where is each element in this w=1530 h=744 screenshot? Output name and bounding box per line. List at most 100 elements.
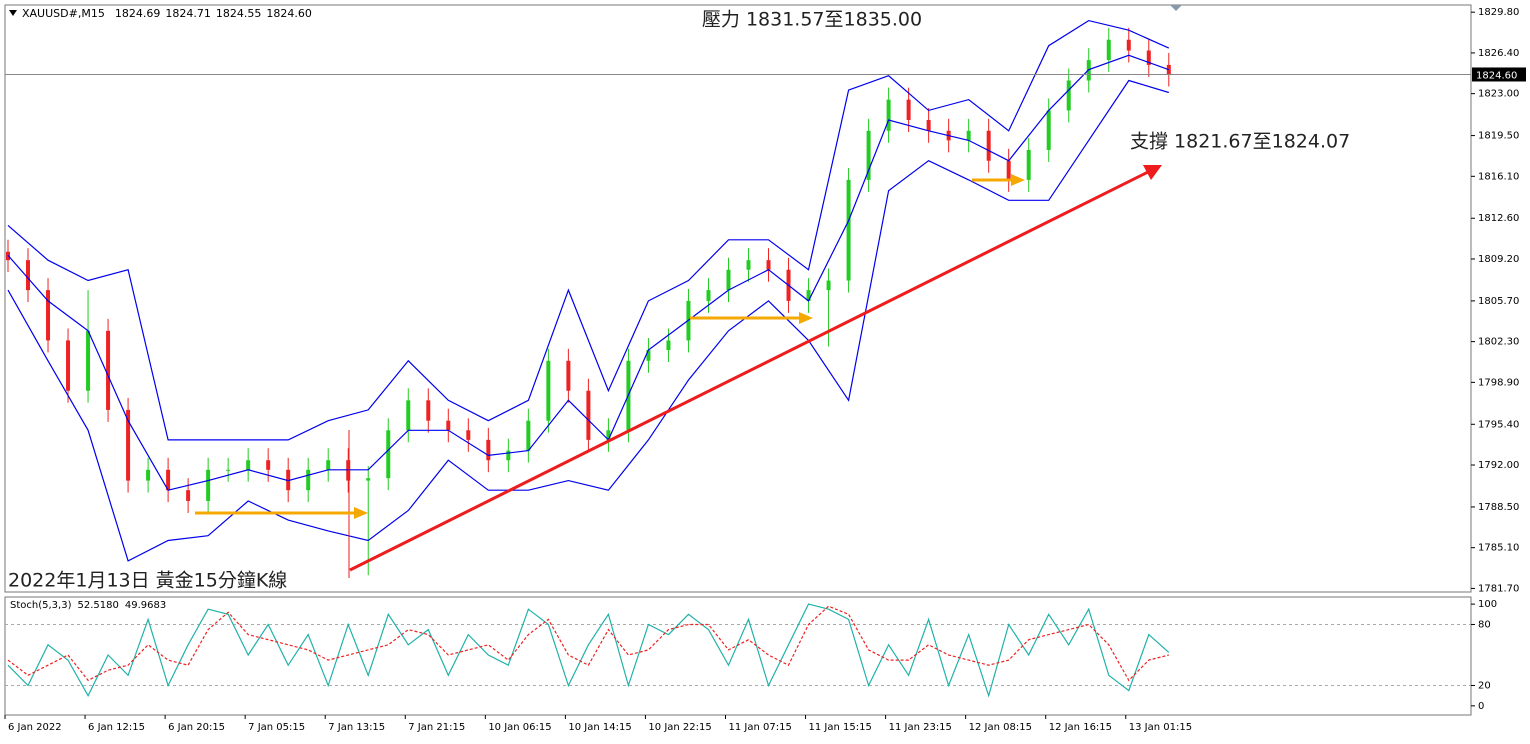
candle-body (446, 420, 451, 431)
candle-body (46, 290, 51, 341)
candle-body (1066, 80, 1071, 111)
candle-body (406, 400, 411, 431)
resistance-annotation: 壓力 1831.57至1835.00 (702, 9, 922, 31)
stoch-title: Stoch(5,3,3) (10, 600, 72, 611)
y-tick-label: 1826.40 (1478, 48, 1519, 59)
candle-body (526, 420, 531, 451)
candle-body (926, 120, 931, 131)
y-tick-label: 100 (1478, 599, 1497, 610)
candle-body (986, 130, 991, 161)
stoch-line (7, 605, 1169, 682)
candle-body (326, 460, 331, 470)
candle-body (606, 430, 611, 440)
candle-body (246, 460, 251, 470)
y-tick-label: 1812.60 (1478, 213, 1519, 224)
y-tick-label: 0 (1478, 701, 1484, 712)
x-tick-label: 7 Jan 21:15 (408, 722, 465, 733)
main-panel-frame (4, 4, 1472, 593)
x-tick-label: 6 Jan 2022 (8, 722, 62, 733)
x-tick-label: 12 Jan 16:15 (1049, 722, 1112, 733)
y-tick-label: 1819.50 (1478, 131, 1519, 142)
candle-body (706, 290, 711, 301)
header: XAUUSD#,M15 1824.69 1824.71 1824.55 1824.60 (22, 7, 312, 20)
candle-body (726, 269, 731, 291)
candle-body (766, 260, 771, 270)
header-icon (9, 10, 17, 16)
candle-body (386, 430, 391, 479)
candle-body (106, 330, 111, 410)
candle-body (866, 130, 871, 180)
x-tick-label: 11 Jan 07:15 (728, 722, 791, 733)
x-tick-label: 13 Jan 01:15 (1129, 722, 1192, 733)
support-annotation: 支撐 1821.67至1824.07 (1130, 131, 1350, 153)
candle-body (1146, 50, 1151, 65)
y-tick-label: 1798.90 (1478, 377, 1519, 388)
marks: 1829.80 1826.40 1823.00 1819.50 1816.10 1812.… (4, 7, 1526, 733)
stoch-value: 52.5180 (77, 600, 118, 611)
current-price-box (1472, 67, 1526, 82)
ohlc-value: 1824.55 (216, 7, 262, 20)
bollinger-band (7, 19, 1170, 441)
candle-body (466, 430, 471, 440)
y-tick-label: 1788.50 (1478, 502, 1519, 513)
candle-body (1106, 39, 1111, 61)
ohlc-value: 1824.69 (115, 7, 161, 20)
x-tick-label: 11 Jan 23:15 (889, 722, 952, 733)
candle-body (666, 340, 671, 351)
bollinger-band (7, 79, 1169, 562)
y-tick-label: 1829.80 (1478, 7, 1519, 18)
candle-body (546, 360, 551, 421)
candle-body (966, 130, 971, 141)
candle-body (146, 469, 151, 481)
candle-body (886, 99, 891, 131)
stoch-panel-frame (4, 596, 1472, 716)
y-tick-label: 1792.00 (1478, 460, 1519, 471)
candle-body (426, 400, 431, 421)
candle-body (166, 469, 171, 491)
candle-body (566, 360, 571, 391)
y-tick-label: 20 (1478, 681, 1491, 692)
y-tick-label: 1809.20 (1478, 254, 1519, 265)
candle-body (486, 439, 491, 461)
candle-body (646, 350, 651, 361)
stoch-value: 49.9683 (125, 600, 166, 611)
candle-body (1126, 39, 1131, 51)
y-tick-label: 80 (1478, 619, 1491, 630)
x-tick-label: 6 Jan 20:15 (168, 722, 225, 733)
chart-shift-marker (1170, 5, 1182, 11)
candle-body (586, 390, 591, 440)
candle-body (26, 260, 31, 291)
candle-body (1046, 110, 1051, 150)
y-tick-label: 1823.00 (1478, 89, 1519, 100)
y-tick-label: 1802.30 (1478, 337, 1519, 348)
candle-body (126, 409, 131, 481)
x-tick-label: 6 Jan 12:15 (88, 722, 145, 733)
orange-arrow-head (354, 507, 368, 519)
candle-body (86, 330, 91, 391)
y-tick-label: 1816.10 (1478, 171, 1519, 182)
trend-line (349, 170, 1149, 572)
candle-body (806, 290, 811, 301)
x-tick-label: 11 Jan 15:15 (809, 722, 872, 733)
candle-body (266, 460, 271, 470)
orange-arrow-head (1011, 174, 1025, 186)
candle-body (906, 99, 911, 121)
trend-arrow-head (1143, 165, 1162, 180)
current-price-label: 1824.60 (1476, 70, 1517, 81)
candle-body (506, 450, 511, 461)
candle-body (226, 469, 231, 471)
candle-body (66, 340, 71, 391)
candle-body (346, 460, 351, 481)
candle-body (366, 478, 371, 481)
y-tick-label: 1795.40 (1478, 419, 1519, 430)
y-tick-label: 1805.70 (1478, 296, 1519, 307)
x-tick-label: 10 Jan 22:15 (648, 722, 711, 733)
symbol: XAUUSD#,M15 (22, 7, 105, 20)
x-tick-label: 12 Jan 08:15 (969, 722, 1032, 733)
x-tick-label: 7 Jan 13:15 (328, 722, 385, 733)
stoch-header: Stoch(5,3,3) 52.5180 49.9683 (10, 600, 166, 611)
x-tick-label: 10 Jan 06:15 (488, 722, 551, 733)
stoch-line (7, 603, 1170, 698)
